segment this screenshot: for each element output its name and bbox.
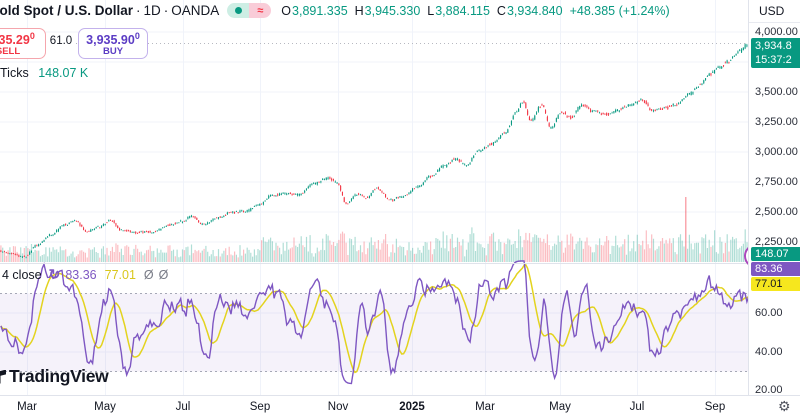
price-tick: 2,250.00 <box>755 236 798 248</box>
rsi-legend-title: 4 close <box>2 267 42 282</box>
rsi-tick: 20.00 <box>755 384 783 396</box>
price-tick: 2,750.00 <box>755 176 798 188</box>
change-value: +48.385 (+1.24%) <box>569 3 670 18</box>
sell-button-label: SELL <box>0 46 21 58</box>
volume-legend-label: Ticks <box>0 66 29 80</box>
time-axis-label: Jul <box>175 401 191 413</box>
symbol-header: Gold Spot / U.S. Dollar · 1D · OANDA ≈ O… <box>0 3 670 18</box>
rsi-value: 83.36 <box>65 267 97 282</box>
refresh-icon[interactable]: ↻ <box>48 266 61 282</box>
buy-button[interactable]: 3,935.900 BUY <box>78 28 148 59</box>
close-value: 3,934.840 <box>506 3 563 18</box>
sell-button[interactable]: 3,935.290 SELL <box>0 28 46 59</box>
volume-axis-label: 148.07 <box>751 247 800 261</box>
high-label: H <box>354 3 364 18</box>
separator: · <box>163 3 169 18</box>
price-tick: 3,000.00 <box>755 146 798 158</box>
countdown-timer: 15:37:2 <box>755 54 792 66</box>
rsi-legend[interactable]: 4 close ↻ 83.36 77.01 Ø Ø <box>2 266 173 283</box>
gear-icon[interactable]: ⚙ <box>778 398 791 414</box>
rsi-ma-value: 77.01 <box>104 267 136 282</box>
volume-legend-value: 148.07 K <box>38 66 89 80</box>
separator: · <box>136 3 141 18</box>
tradingview-logo[interactable]: TradingView <box>0 366 109 387</box>
volume-legend[interactable]: Ticks 148.07 K <box>0 66 88 80</box>
time-axis-label: Mar <box>17 401 37 413</box>
high-value: 3,945.330 <box>364 3 421 18</box>
buy-button-label: BUY <box>102 46 124 58</box>
scale-divider <box>749 22 800 23</box>
time-axis-label: Nov <box>327 401 349 413</box>
currency-label[interactable]: USD <box>759 4 785 18</box>
price-tick: 4,000.00 <box>755 26 798 38</box>
spread-value: 61.0 <box>46 35 76 47</box>
open-value: 3,891.335 <box>292 3 348 18</box>
time-axis-label: May <box>549 401 571 413</box>
ohlc-readout: O 3,891.335 H 3,945.330 L 3,884.115 C 3,934.… <box>281 4 669 18</box>
rsi-ma-axis-label: 77.01 <box>751 277 800 291</box>
tradingview-mark-icon <box>0 369 6 384</box>
last-price-label: 3,934.8 15:37:2 <box>751 38 800 68</box>
rsi-axis-label: 83.36 <box>751 262 800 276</box>
close-label: C <box>496 3 506 18</box>
time-axis[interactable]: Mar May Jul Sep Nov 2025 Mar May Jul Sep ⚙ <box>0 395 800 420</box>
interval-label[interactable]: 1D <box>143 3 161 18</box>
price-tick: 3,500.00 <box>755 86 798 98</box>
time-axis-label: Mar <box>475 401 495 413</box>
time-axis-label: Sep <box>249 401 271 413</box>
delayed-data-icon: ≈ <box>249 3 272 18</box>
price-scale[interactable]: USD 4,000.00 3,500.00 3,250.00 3,000.00 2,75… <box>748 0 800 420</box>
low-label: L <box>427 3 435 18</box>
open-label: O <box>281 3 292 18</box>
rsi-empty-value: Ø <box>158 267 169 282</box>
exchange-label: OANDA <box>171 3 220 18</box>
time-axis-label: Jul <box>629 401 645 413</box>
tradingview-logo-text: TradingView <box>9 366 109 386</box>
rsi-empty-value: Ø <box>143 267 154 282</box>
price-tick: 2,500.00 <box>755 206 798 218</box>
rsi-tick: 60.00 <box>755 307 783 319</box>
price-tick: 3,250.00 <box>755 116 798 128</box>
time-axis-label: 2025 <box>399 401 425 413</box>
time-axis-label: May <box>94 401 116 413</box>
market-status-badges[interactable]: ≈ <box>227 3 272 18</box>
symbol-title[interactable]: Gold Spot / U.S. Dollar <box>0 3 134 18</box>
last-price-value: 3,934.8 <box>755 40 792 52</box>
rsi-tick: 40.00 <box>755 346 783 358</box>
time-axis-label: Sep <box>704 401 726 413</box>
market-open-dot-icon <box>227 3 250 18</box>
low-value: 3,884.115 <box>435 3 490 18</box>
